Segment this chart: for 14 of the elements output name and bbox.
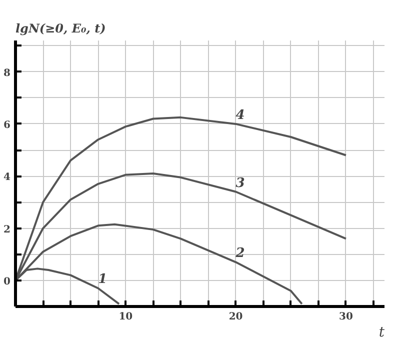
series-label: 2 [234,246,245,262]
y-tick-label: 4 [4,172,11,184]
y-axis-title: lgN(≥0, E₀, t) [16,22,106,36]
y-tick-label: 6 [4,120,11,131]
y-tick-label: 0 [4,276,11,288]
series-label: 4 [236,108,245,123]
series-label: 1 [98,272,108,288]
x-axis-title: t [378,324,385,340]
x-tick-label: 10 [118,312,133,322]
y-tick-label: 2 [4,224,11,236]
y-tick-label: 8 [4,68,11,79]
series-label: 3 [236,176,245,191]
x-tick-label: 30 [338,312,353,322]
x-tick-label: 20 [228,312,243,322]
